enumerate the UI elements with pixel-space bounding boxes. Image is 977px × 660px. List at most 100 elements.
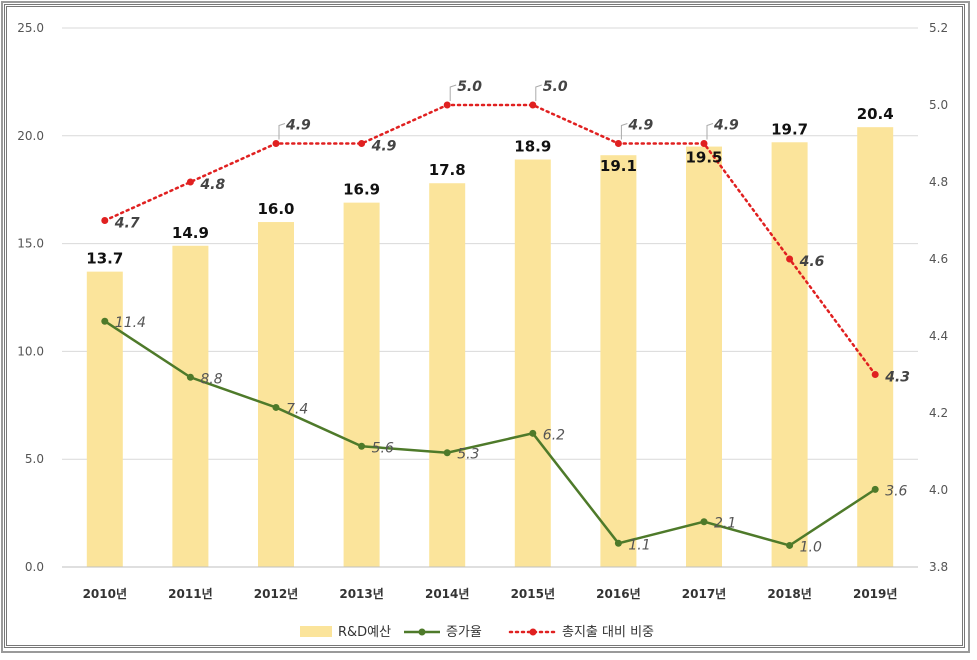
bar-value-label: 19.5	[685, 149, 722, 167]
leader-line	[706, 123, 714, 140]
share-of-total-label: 4.9	[627, 118, 653, 134]
y-right-tick-label: 3.8	[929, 560, 948, 574]
x-tick-label: 2010년	[83, 587, 127, 601]
bar	[686, 146, 722, 567]
x-tick-label: 2016년	[596, 587, 640, 601]
growth-rate-label: 8.8	[200, 371, 222, 387]
growth-rate-point	[101, 317, 109, 325]
share-of-total-point	[786, 255, 794, 263]
share-of-total-label: 4.7	[114, 216, 140, 232]
bar	[429, 183, 466, 567]
x-tick-label: 2015년	[511, 587, 555, 601]
growth-rate-label: 11.4	[115, 315, 146, 331]
legend-marker-growth	[418, 628, 426, 636]
legend-label-share: 총지출 대비 비중	[562, 625, 654, 640]
bar	[600, 155, 637, 568]
y-right-tick-label: 4.2	[929, 406, 948, 420]
y-right-tick-label: 5.0	[929, 98, 948, 112]
share-of-total-point	[700, 140, 708, 147]
growth-rate-label: 5.6	[372, 440, 394, 456]
line-series	[101, 101, 879, 549]
y-axis-right: 3.8 4.0 4.2 4.4 4.6 4.8 5.0 5.2	[929, 21, 948, 574]
growth-rate-point	[443, 449, 451, 457]
share-of-total-point	[358, 140, 366, 147]
bar-value-label: 20.4	[857, 105, 894, 123]
share-of-total-line	[103, 103, 877, 376]
bar	[343, 202, 380, 568]
y-right-tick-label: 4.8	[929, 175, 948, 189]
bar-value-label: 17.8	[429, 161, 466, 179]
x-tick-label: 2018년	[767, 587, 811, 601]
growth-rate-label: 3.6	[885, 483, 907, 499]
bar-series	[86, 127, 894, 568]
growth-rate-point	[529, 429, 537, 437]
leader-line	[449, 84, 457, 101]
share-of-total-label: 5.0	[457, 79, 482, 95]
bar	[771, 142, 808, 567]
leader-line	[535, 84, 542, 101]
legend-swatch-bar	[300, 626, 332, 637]
bar	[258, 222, 294, 568]
share-of-total-point	[101, 217, 109, 224]
share-of-total-label: 4.6	[799, 254, 825, 270]
growth-rate-point	[871, 485, 879, 493]
legend-label-growth: 증가율	[446, 625, 482, 640]
legend-marker-share	[529, 628, 537, 636]
growth-rate-point	[186, 373, 194, 381]
growth-rate-point	[786, 541, 794, 549]
data-labels: 13.7 14.9 16.0 16.9 17.8 18.9 19.1 19.5 19.7 20.4…	[86, 79, 910, 555]
y-right-tick-label: 4.0	[929, 483, 948, 497]
leader-line	[278, 123, 286, 140]
share-of-total-point	[871, 371, 879, 378]
bar	[172, 245, 209, 568]
growth-rate-label: 1.0	[800, 539, 822, 555]
bar-value-label: 14.9	[172, 224, 209, 242]
legend-label-bar: R&D예산	[338, 625, 391, 640]
y-axis-left: 0.0 5.0 10.0 15.0 20.0 25.0	[17, 21, 44, 574]
growth-rate-label: 2.1	[714, 516, 736, 532]
chart-outer-border	[1, 1, 970, 653]
share-of-total-point	[272, 140, 280, 147]
y-left-tick-label: 0.0	[25, 560, 44, 574]
share-of-total-point	[529, 101, 537, 109]
share-of-total-label: 4.9	[713, 118, 739, 134]
x-tick-label: 2012년	[254, 587, 298, 601]
bar-value-label: 16.9	[343, 181, 380, 199]
y-left-tick-label: 15.0	[17, 237, 44, 251]
x-tick-label: 2019년	[853, 587, 897, 601]
bar-value-label: 19.7	[771, 120, 808, 138]
y-left-tick-label: 20.0	[17, 129, 44, 143]
share-of-total-label: 4.9	[285, 118, 311, 134]
share-of-total-point	[186, 178, 194, 186]
bar	[857, 127, 894, 568]
x-tick-label: 2014년	[425, 587, 469, 601]
x-tick-label: 2017년	[682, 587, 726, 601]
growth-rate-point	[700, 518, 708, 526]
growth-rate-point	[614, 539, 622, 547]
y-right-tick-label: 5.2	[929, 21, 948, 35]
share-of-total-label: 4.3	[884, 370, 910, 386]
growth-rate-label: 6.2	[543, 427, 565, 443]
growth-rate-label: 1.1	[628, 537, 650, 553]
share-of-total-label: 5.0	[543, 79, 568, 95]
bar	[514, 159, 551, 568]
share-of-total-point	[614, 140, 622, 147]
x-axis: 2010년 2011년 2012년 2013년 2014년 2015년 2016년 2017년…	[62, 566, 918, 601]
growth-rate-label: 7.4	[286, 401, 308, 417]
share-of-total-label: 4.9	[371, 139, 397, 155]
growth-rate-point	[272, 403, 280, 411]
y-right-tick-label: 4.6	[929, 252, 948, 266]
y-right-tick-label: 4.4	[929, 329, 948, 343]
share-of-total-point	[443, 101, 451, 109]
bar-value-label: 16.0	[257, 200, 294, 218]
x-tick-label: 2011년	[168, 587, 212, 601]
bar-value-label: 18.9	[514, 138, 551, 156]
leader-line	[620, 123, 628, 140]
growth-rate-label: 5.3	[457, 447, 479, 463]
x-tick-label: 2013년	[339, 587, 383, 601]
bar-value-label: 13.7	[86, 250, 123, 268]
legend: R&D예산 증가율 총지출 대비 비중	[300, 625, 654, 640]
growth-rate-point	[358, 442, 366, 450]
share-of-total-label: 4.8	[199, 177, 225, 193]
